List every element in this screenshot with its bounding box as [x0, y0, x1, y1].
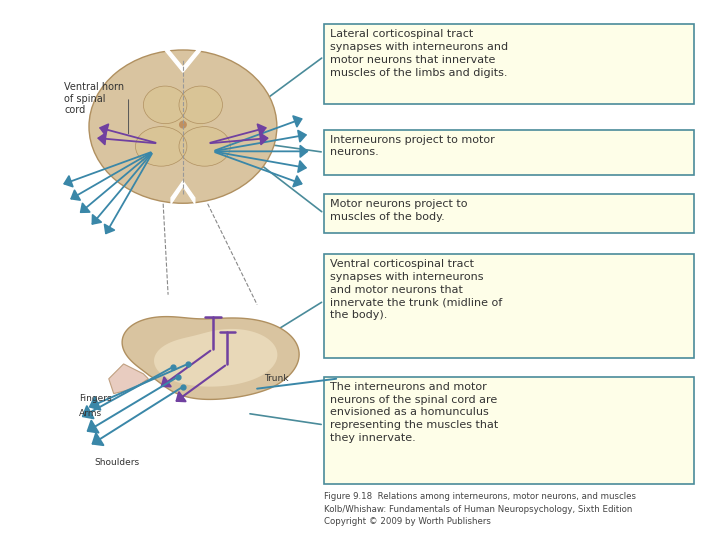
Text: Fingers: Fingers — [79, 395, 112, 403]
Text: Ventral horn
of spinal
cord: Ventral horn of spinal cord — [64, 82, 125, 116]
Ellipse shape — [179, 120, 187, 129]
Text: Trunk: Trunk — [264, 374, 289, 383]
Polygon shape — [109, 364, 148, 394]
Ellipse shape — [143, 86, 187, 124]
Text: Arms: Arms — [79, 409, 102, 418]
Text: Figure 9.18  Relations among interneurons, motor neurons, and muscles
Kolb/Whish: Figure 9.18 Relations among interneurons… — [324, 492, 636, 526]
Polygon shape — [165, 45, 201, 72]
Ellipse shape — [179, 126, 230, 166]
Polygon shape — [171, 181, 195, 204]
Ellipse shape — [135, 126, 187, 166]
Text: Motor neurons project to
muscles of the body.: Motor neurons project to muscles of the … — [330, 199, 467, 222]
FancyBboxPatch shape — [324, 24, 694, 104]
Text: Interneurons project to motor
neurons.: Interneurons project to motor neurons. — [330, 134, 495, 157]
Text: Shoulders: Shoulders — [94, 458, 139, 467]
Text: Ventral corticospinal tract
synapses with interneurons
and motor neurons that
in: Ventral corticospinal tract synapses wit… — [330, 259, 502, 320]
FancyBboxPatch shape — [324, 130, 694, 175]
Bar — [163, 117, 203, 137]
Ellipse shape — [179, 86, 222, 124]
FancyBboxPatch shape — [324, 194, 694, 233]
FancyBboxPatch shape — [324, 254, 694, 358]
Polygon shape — [122, 316, 299, 400]
Text: The interneurons and motor
neurons of the spinal cord are
envisioned as a homunc: The interneurons and motor neurons of th… — [330, 382, 498, 443]
Text: Lateral corticospinal tract
synapses with interneurons and
motor neurons that in: Lateral corticospinal tract synapses wit… — [330, 29, 508, 78]
FancyBboxPatch shape — [324, 377, 694, 484]
Ellipse shape — [89, 50, 277, 203]
Polygon shape — [154, 329, 277, 387]
